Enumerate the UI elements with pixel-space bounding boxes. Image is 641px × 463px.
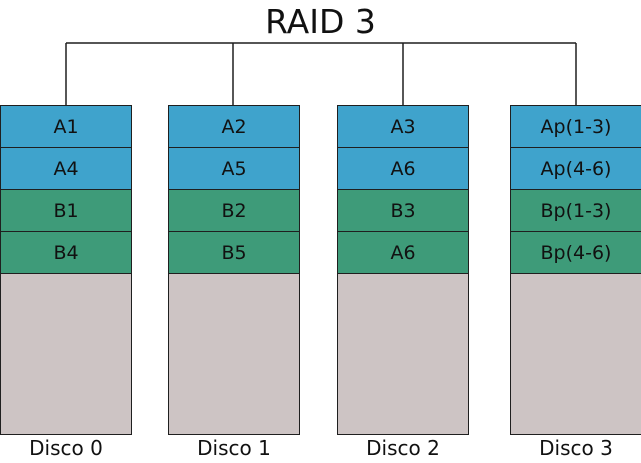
disk-disco-1: A2 A5 B2 B5 — [168, 105, 300, 435]
block-a: A1 — [1, 106, 131, 148]
disk-disco-3-parity: Ap(1-3) Ap(4-6) Bp(1-3) Bp(4-6) — [510, 105, 641, 435]
block-a: A5 — [169, 148, 299, 190]
disk-disco-0: A1 A4 B1 B4 — [0, 105, 132, 435]
block-b: B4 — [1, 232, 131, 274]
block-b: B5 — [169, 232, 299, 274]
parity-block-b: Bp(1-3) — [511, 190, 641, 232]
diagram-title: RAID 3 — [265, 2, 376, 41]
parity-block-a: Ap(1-3) — [511, 106, 641, 148]
parity-block-a: Ap(4-6) — [511, 148, 641, 190]
block-a: A3 — [338, 106, 468, 148]
block-a: A6 — [338, 148, 468, 190]
block-a: A4 — [1, 148, 131, 190]
parity-block-b: Bp(4-6) — [511, 232, 641, 274]
disk-disco-2: A3 A6 B3 A6 — [337, 105, 469, 435]
block-a: A2 — [169, 106, 299, 148]
disk-label-disco-2: Disco 2 — [366, 436, 440, 460]
block-b: B2 — [169, 190, 299, 232]
block-b: B1 — [1, 190, 131, 232]
block-b: B3 — [338, 190, 468, 232]
disk-label-disco-1: Disco 1 — [197, 436, 271, 460]
block-b: A6 — [338, 232, 468, 274]
disk-label-disco-3: Disco 3 — [539, 436, 613, 460]
disk-label-disco-0: Disco 0 — [29, 436, 103, 460]
